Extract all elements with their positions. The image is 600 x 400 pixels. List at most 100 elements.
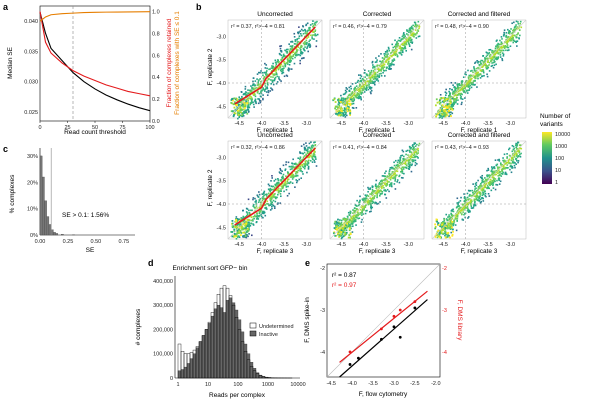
panel-b-density-point	[370, 197, 372, 200]
panel-b-density-point	[286, 171, 289, 173]
panel-b-cluster-point	[340, 225, 343, 228]
panel-b-density-point	[365, 84, 368, 87]
panel-b-density-point	[356, 211, 359, 213]
panel-b-density-point	[403, 166, 405, 169]
panel-b-density-point	[292, 158, 294, 161]
panel-b-density-point	[491, 58, 494, 61]
panel-b-cluster-point	[246, 219, 249, 221]
panel-b-density-point	[353, 88, 356, 90]
panel-b-xtick: -3.0	[302, 121, 311, 127]
panel-b-density-point	[448, 90, 450, 93]
panel-b-density-point	[281, 68, 284, 70]
panel-b-density-point	[381, 190, 384, 193]
panel-b-density-point	[389, 166, 392, 169]
panel-b-cluster-point	[336, 221, 339, 224]
legend-title-line1: Number of	[540, 113, 571, 120]
panel-b-density-point	[360, 80, 363, 83]
panel-b-density-point	[476, 72, 479, 74]
panel-b-density-point	[256, 91, 259, 94]
panel-b-density-point	[311, 155, 314, 158]
panel-b-density-point	[369, 86, 372, 88]
panel-b-density-point	[495, 63, 497, 66]
panel-b-density-point	[516, 144, 518, 147]
panel-b-density-point	[285, 50, 288, 53]
panel-b-density-point	[446, 227, 448, 230]
panel-b-density-point	[248, 106, 251, 109]
panel-b-density-point	[502, 55, 505, 57]
panel-b-density-point	[297, 32, 300, 35]
panel-b-cluster-point	[436, 113, 438, 116]
panel-b-density-point	[487, 192, 490, 195]
panel-b-density-point	[412, 160, 415, 163]
panel-b-density-point	[507, 166, 509, 169]
panel-b-density-point	[484, 192, 487, 195]
panel-b-density-point	[503, 167, 506, 169]
panel-b-density-point	[278, 76, 280, 78]
panel-b-density-point	[294, 40, 297, 43]
panel-b-plot-title-4: Corrected	[363, 132, 392, 139]
panel-b-cluster-point	[337, 107, 339, 110]
panel-b-density-point	[489, 178, 492, 181]
panel-b-density-point	[371, 200, 374, 203]
panel-b-density-point	[370, 200, 373, 203]
panel-b-density-point	[356, 81, 359, 83]
panel-b-density-point	[499, 171, 501, 173]
panel-b-cluster-point	[342, 218, 345, 221]
panel-b-density-point	[442, 109, 444, 112]
panel-b-density-point	[364, 79, 366, 82]
panel-b-density-point	[501, 52, 504, 54]
panel-b-density-point	[265, 208, 268, 210]
panel-b-density-point	[497, 159, 499, 161]
panel-b-density-point	[511, 157, 513, 160]
panel-b-density-point	[472, 191, 474, 194]
panel-b-density-point	[500, 49, 502, 52]
panel-b-density-point	[468, 202, 470, 204]
panel-b-density-point	[402, 150, 405, 153]
panel-b-density-point	[482, 61, 485, 63]
panel-b-density-point	[496, 57, 498, 59]
panel-b-density-point	[269, 68, 271, 70]
panel-b-density-point	[288, 50, 291, 53]
panel-b-density-point	[399, 51, 401, 54]
panel-b-cluster-point	[237, 228, 240, 231]
panel-b-density-point	[508, 148, 510, 151]
panel-b-density-point	[468, 190, 471, 192]
panel-b-density-point	[346, 219, 348, 221]
panel-b-density-point	[246, 212, 249, 214]
panel-b-density-point	[374, 185, 377, 188]
panel-b-density-point	[514, 166, 516, 169]
panel-b-cluster-point	[435, 218, 438, 221]
panel-b-density-point	[492, 66, 495, 69]
panel-b-density-point	[304, 165, 307, 168]
panel-b-cluster-point	[240, 224, 242, 226]
panel-b-density-point	[295, 175, 297, 178]
panel-b-cluster-point	[231, 231, 234, 233]
panel-b-density-point	[393, 167, 396, 170]
panel-d-ylabel: # complexes	[135, 308, 142, 345]
panel-b-density-point	[259, 84, 262, 87]
panel-b-density-point	[517, 155, 520, 158]
panel-b-density-point	[413, 146, 415, 149]
panel-b-density-point	[280, 68, 283, 70]
panel-b-cluster-point	[230, 101, 233, 104]
panel-b-density-point	[493, 167, 496, 170]
panel-b-density-point	[481, 75, 484, 77]
panel-b-density-point	[312, 31, 315, 33]
panel-b-density-point	[379, 185, 382, 188]
panel-b-density-point	[352, 93, 354, 96]
panel-b-density-point	[279, 169, 282, 171]
panel-b-density-point	[359, 77, 362, 80]
panel-b-density-point	[489, 53, 492, 56]
panel-b-cluster-point	[344, 227, 347, 230]
panel-b-density-point	[403, 159, 406, 162]
panel-b-density-point	[445, 233, 447, 236]
panel-b-cluster-point	[332, 232, 335, 235]
legend-swatch-inactive	[249, 330, 257, 337]
panel-b-density-point	[410, 164, 413, 167]
panel-b-density-point	[506, 45, 508, 48]
panel-b-density-point	[314, 156, 317, 159]
panel-b-density-point	[294, 186, 296, 188]
panel-b-density-point	[274, 73, 277, 76]
panel-b-density-point	[304, 163, 307, 165]
panel-b-density-point	[502, 171, 504, 174]
